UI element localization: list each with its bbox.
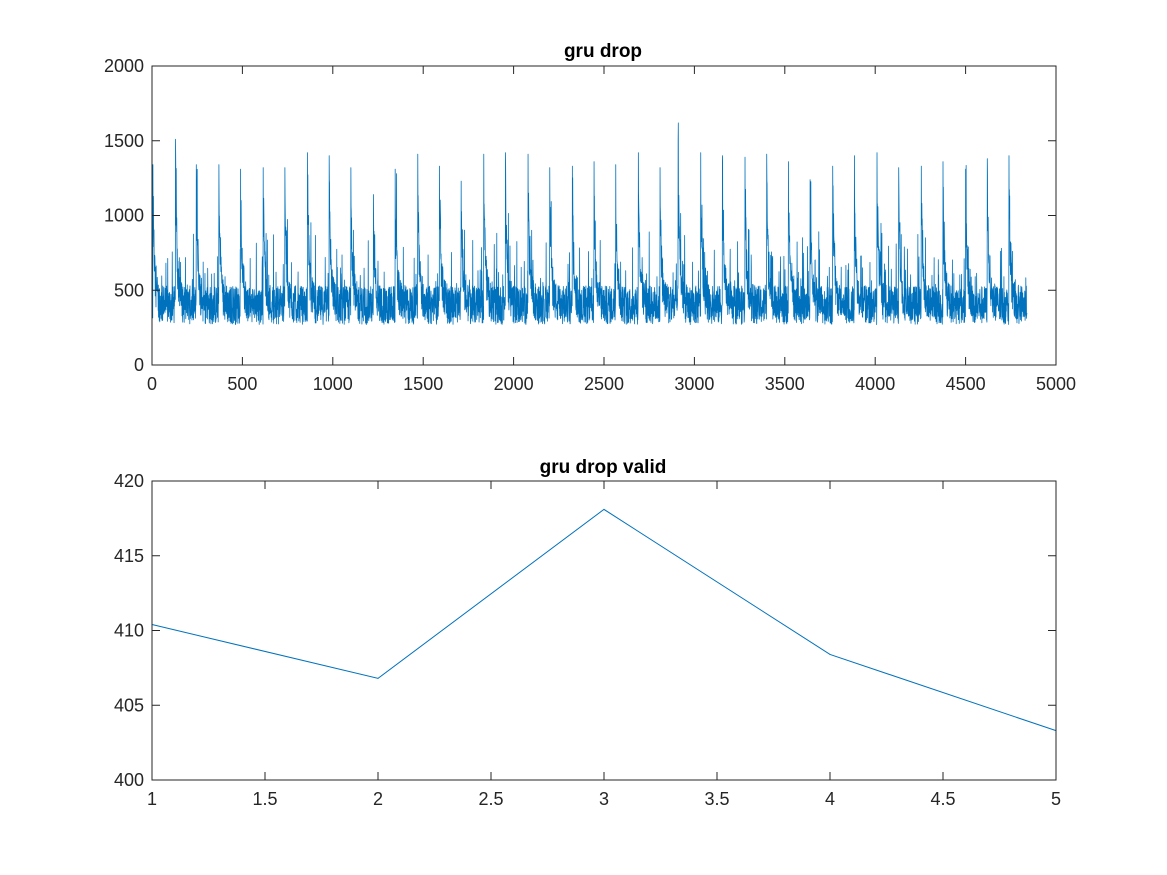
x-tick-label: 2 xyxy=(373,789,383,809)
x-tick-label: 4500 xyxy=(946,374,986,394)
y-tick-label: 1000 xyxy=(104,206,144,226)
x-tick-label: 5000 xyxy=(1036,374,1076,394)
y-tick-label: 405 xyxy=(114,695,144,715)
x-tick-label: 3000 xyxy=(674,374,714,394)
x-tick-label: 1 xyxy=(147,789,157,809)
x-tick-label: 2.5 xyxy=(478,789,503,809)
y-tick-label: 0 xyxy=(134,355,144,375)
x-tick-label: 3 xyxy=(599,789,609,809)
y-tick-label: 2000 xyxy=(104,56,144,76)
x-tick-label: 4.5 xyxy=(930,789,955,809)
y-tick-label: 415 xyxy=(114,546,144,566)
series-line xyxy=(151,122,1028,326)
axes-frame xyxy=(151,480,1057,781)
x-tick-label: 0 xyxy=(147,374,157,394)
x-tick-label: 2500 xyxy=(584,374,624,394)
x-tick-label: 1500 xyxy=(403,374,443,394)
x-tick-label: 4 xyxy=(825,789,835,809)
y-tick-label: 500 xyxy=(114,280,144,300)
x-tick-label: 1000 xyxy=(313,374,353,394)
axis-ticks: 1 1.5 2 2.5 3 3.5 4 4.5 5 400 405 410 415 420 xyxy=(114,471,1061,809)
y-tick-label: 410 xyxy=(114,621,144,641)
y-tick-label: 1500 xyxy=(104,131,144,151)
data-point xyxy=(377,677,379,679)
x-tick-label: 1.5 xyxy=(252,789,277,809)
chart-title: gru drop valid xyxy=(540,457,667,478)
x-tick-label: 5 xyxy=(1051,789,1061,809)
x-tick-label: 3.5 xyxy=(704,789,729,809)
x-tick-label: 4000 xyxy=(855,374,895,394)
x-tick-label: 500 xyxy=(227,374,257,394)
y-tick-label: 420 xyxy=(114,471,144,491)
axes-gru-drop-valid: gru drop valid 1 1.5 2 2.5 3 3.5 4 4.5 5 400 405 41… xyxy=(114,457,1061,809)
x-tick-label: 2000 xyxy=(494,374,534,394)
plot-area xyxy=(151,122,1028,326)
axis-ticks: 0 500 1000 1500 2000 2500 3000 3500 4000 4500 5000… xyxy=(104,56,1076,394)
x-tick-label: 3500 xyxy=(765,374,805,394)
data-point xyxy=(829,653,831,655)
y-tick-label: 400 xyxy=(114,770,144,790)
data-point xyxy=(603,508,605,510)
chart-title: gru drop xyxy=(564,41,642,62)
axes-frame xyxy=(151,65,1057,366)
axes-gru-drop: gru drop 0 500 1000 1500 2000 2500 3000 3500 400… xyxy=(104,41,1076,394)
